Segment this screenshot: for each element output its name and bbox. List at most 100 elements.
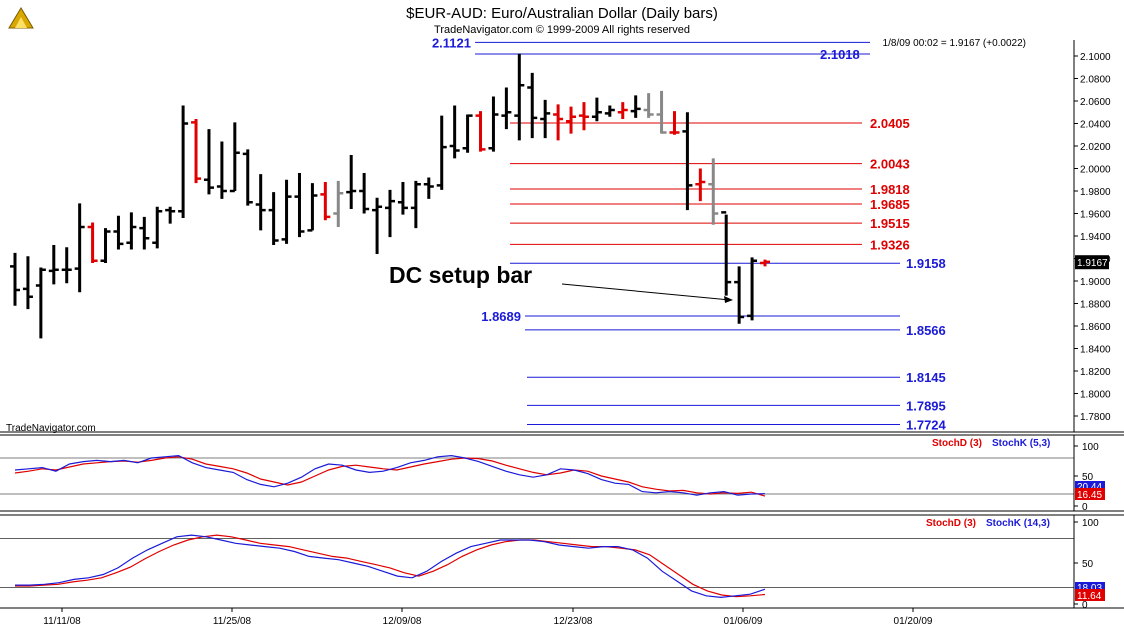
- ohlc-bar: [630, 95, 641, 118]
- stoch1-last-k: 20.44: [1077, 482, 1102, 493]
- ohlc-bar: [553, 104, 564, 141]
- stoch2-last-k: 18.03: [1077, 583, 1102, 594]
- x-tick-label: 11/11/08: [43, 616, 81, 627]
- last-price-tag: 1.9167: [1075, 255, 1109, 270]
- stoch2-last-d: 11.64: [1077, 591, 1102, 602]
- level-label: 1.7895: [906, 398, 946, 413]
- y-tick-label: 2.0600: [1080, 97, 1111, 108]
- date-x-axis: 11/11/08 11/25/08 12/09/08 12/23/08 01/06/09…: [43, 608, 933, 627]
- ohlc-bar: [281, 179, 292, 244]
- ohlc-bar: [35, 267, 46, 339]
- stoch-y-label: 100: [1082, 442, 1099, 453]
- last-quote: 1/8/09 00:02 = 1.9167 (+0.0022): [883, 38, 1026, 49]
- ohlc-bar: [449, 105, 460, 159]
- ohlc-bar: [10, 252, 20, 306]
- level-label: 1.8566: [906, 323, 946, 338]
- ohlc-bar: [501, 87, 512, 130]
- stoch-y-label: 0: [1082, 502, 1088, 513]
- ohlc-bar: [514, 53, 525, 141]
- stoch1-last-tags: 20.44 16.45: [1075, 481, 1105, 501]
- ohlc-bar: [229, 122, 240, 193]
- stoch-d-line: [14, 456, 766, 497]
- stoch-y-label: 50: [1082, 472, 1094, 483]
- ohlc-bar: [617, 102, 628, 119]
- level-label: 2.0043: [870, 157, 910, 172]
- ohlc-bar: [734, 266, 745, 324]
- ohlc-bar: [294, 173, 305, 238]
- ohlc-bar: [423, 177, 434, 199]
- ohlc-bar: [48, 245, 59, 285]
- level-label: 1.9326: [870, 237, 910, 252]
- x-tick-label: 12/09/08: [383, 616, 422, 627]
- tradenavigator-logo-icon: [6, 6, 36, 32]
- ohlc-bar: [462, 114, 473, 153]
- ohlc-bar: [216, 141, 227, 199]
- ohlc-bar: [540, 99, 551, 139]
- ohlc-bar: [760, 259, 770, 267]
- ohlc-bar: [695, 168, 706, 202]
- level-label: 1.9515: [870, 216, 910, 231]
- last-price-value: 1.9167: [1077, 258, 1108, 269]
- price-bars: [10, 53, 770, 339]
- x-tick-label: 11/25/08: [213, 616, 252, 627]
- ohlc-bar: [255, 174, 266, 231]
- y-tick-label: 1.7800: [1080, 412, 1111, 423]
- stoch2-panel: 100 50 0: [0, 518, 1099, 611]
- annotation-arrow: [561, 283, 733, 303]
- stoch-y-label: 100: [1082, 518, 1099, 529]
- y-tick-label: 1.9600: [1080, 210, 1111, 221]
- ohlc-bar: [527, 72, 538, 139]
- y-tick-label: 2.0400: [1080, 120, 1111, 131]
- ohlc-bar: [191, 119, 202, 184]
- stoch1-k-label: StochK (5,3): [992, 438, 1050, 449]
- copyright-text: TradeNavigator.com © 1999-2009 All right…: [434, 24, 690, 36]
- stoch-d-line: [15, 534, 766, 598]
- level-label: 1.8689: [481, 309, 521, 324]
- ohlc-bar: [747, 257, 758, 321]
- watermark-text: TradeNavigator.com: [6, 423, 96, 434]
- ohlc-bar: [139, 216, 150, 250]
- stoch-y-label: 50: [1082, 559, 1094, 570]
- y-tick-label: 1.8400: [1080, 345, 1111, 356]
- y-tick-label: 1.8800: [1080, 300, 1111, 311]
- ohlc-bar: [682, 112, 693, 211]
- y-tick-label: 1.9000: [1080, 277, 1111, 288]
- ohlc-bar: [100, 228, 111, 263]
- ohlc-bar: [165, 206, 176, 224]
- level-label: 1.7724: [906, 418, 947, 433]
- y-tick-label: 1.9400: [1080, 232, 1111, 243]
- ohlc-bar: [578, 102, 589, 131]
- ohlc-bar: [604, 105, 615, 117]
- ohlc-bar: [333, 180, 344, 227]
- ohlc-bar: [22, 256, 33, 310]
- y-tick-label: 2.0800: [1080, 75, 1111, 86]
- level-label: 1.9685: [870, 197, 910, 212]
- stoch1-d-label: StochD (3): [932, 438, 982, 449]
- ohlc-bar: [359, 173, 370, 214]
- stoch1-panel: 100 50 0: [0, 442, 1099, 513]
- x-tick-label: 01/06/09: [724, 616, 763, 627]
- y-tick-label: 1.8000: [1080, 390, 1111, 401]
- ohlc-bar: [307, 183, 318, 232]
- ohlc-bar: [126, 212, 137, 250]
- y-tick-label: 2.0200: [1080, 142, 1111, 153]
- stoch2-d-label: StochD (3): [926, 518, 976, 529]
- chart-title: $EUR-AUD: Euro/Australian Dollar (Daily …: [406, 5, 718, 22]
- ohlc-bar: [410, 180, 421, 229]
- price-y-axis: 2.1000 2.0800 2.0600 2.0400 2.0200 2.0000 1.98…: [1074, 52, 1111, 423]
- stoch2-last-tags: 18.03 11.64: [1075, 582, 1105, 602]
- stoch-k-line: [14, 454, 766, 496]
- ohlc-bar: [74, 203, 85, 293]
- y-tick-label: 1.8200: [1080, 367, 1111, 378]
- ohlc-bar: [397, 182, 408, 215]
- ohlc-bar: [320, 182, 331, 221]
- ohlc-bar: [242, 149, 253, 206]
- ohlc-bar: [178, 105, 189, 218]
- ohlc-bar: [591, 97, 602, 122]
- ohlc-bar: [372, 197, 383, 254]
- ohlc-bar: [268, 192, 279, 245]
- ohlc-bar: [113, 215, 124, 250]
- x-tick-label: 12/23/08: [554, 616, 593, 627]
